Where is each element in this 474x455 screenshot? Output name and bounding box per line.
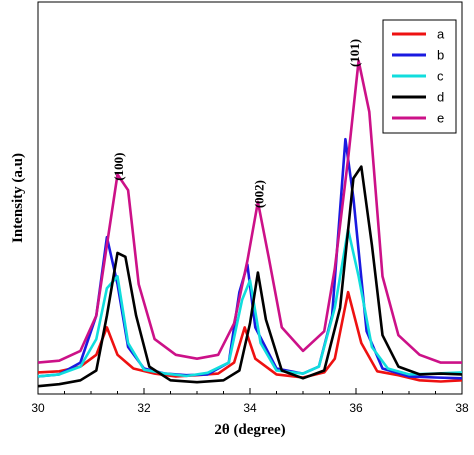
series-layer [37, 59, 463, 388]
y-axis-title: Intensity (a.u) [10, 153, 26, 243]
legend-label-b: b [437, 48, 444, 63]
series-line-a [37, 290, 463, 383]
x-tick-label: 32 [137, 401, 151, 415]
annotations-layer: (100) (002) (101) [111, 39, 362, 208]
legend-label-c: c [437, 69, 444, 84]
legend-label-d: d [437, 90, 444, 105]
series-line-c [37, 228, 463, 378]
x-tick-label: 30 [31, 401, 45, 415]
x-tick-label: 34 [243, 401, 257, 415]
series-line-e [37, 59, 462, 364]
ticks-layer: 30 32 34 36 38 [31, 388, 469, 415]
x-tick-label: 36 [349, 401, 363, 415]
x-tick-label: 38 [455, 401, 469, 415]
peak-annotation: (100) [111, 153, 126, 181]
legend-label-e: e [437, 111, 444, 126]
peak-annotation: (101) [347, 39, 362, 67]
legend-label-a: a [437, 27, 445, 42]
series-line-d [37, 165, 463, 388]
x-axis-title: 2θ (degree) [214, 422, 285, 438]
peak-annotation: (002) [252, 180, 267, 208]
